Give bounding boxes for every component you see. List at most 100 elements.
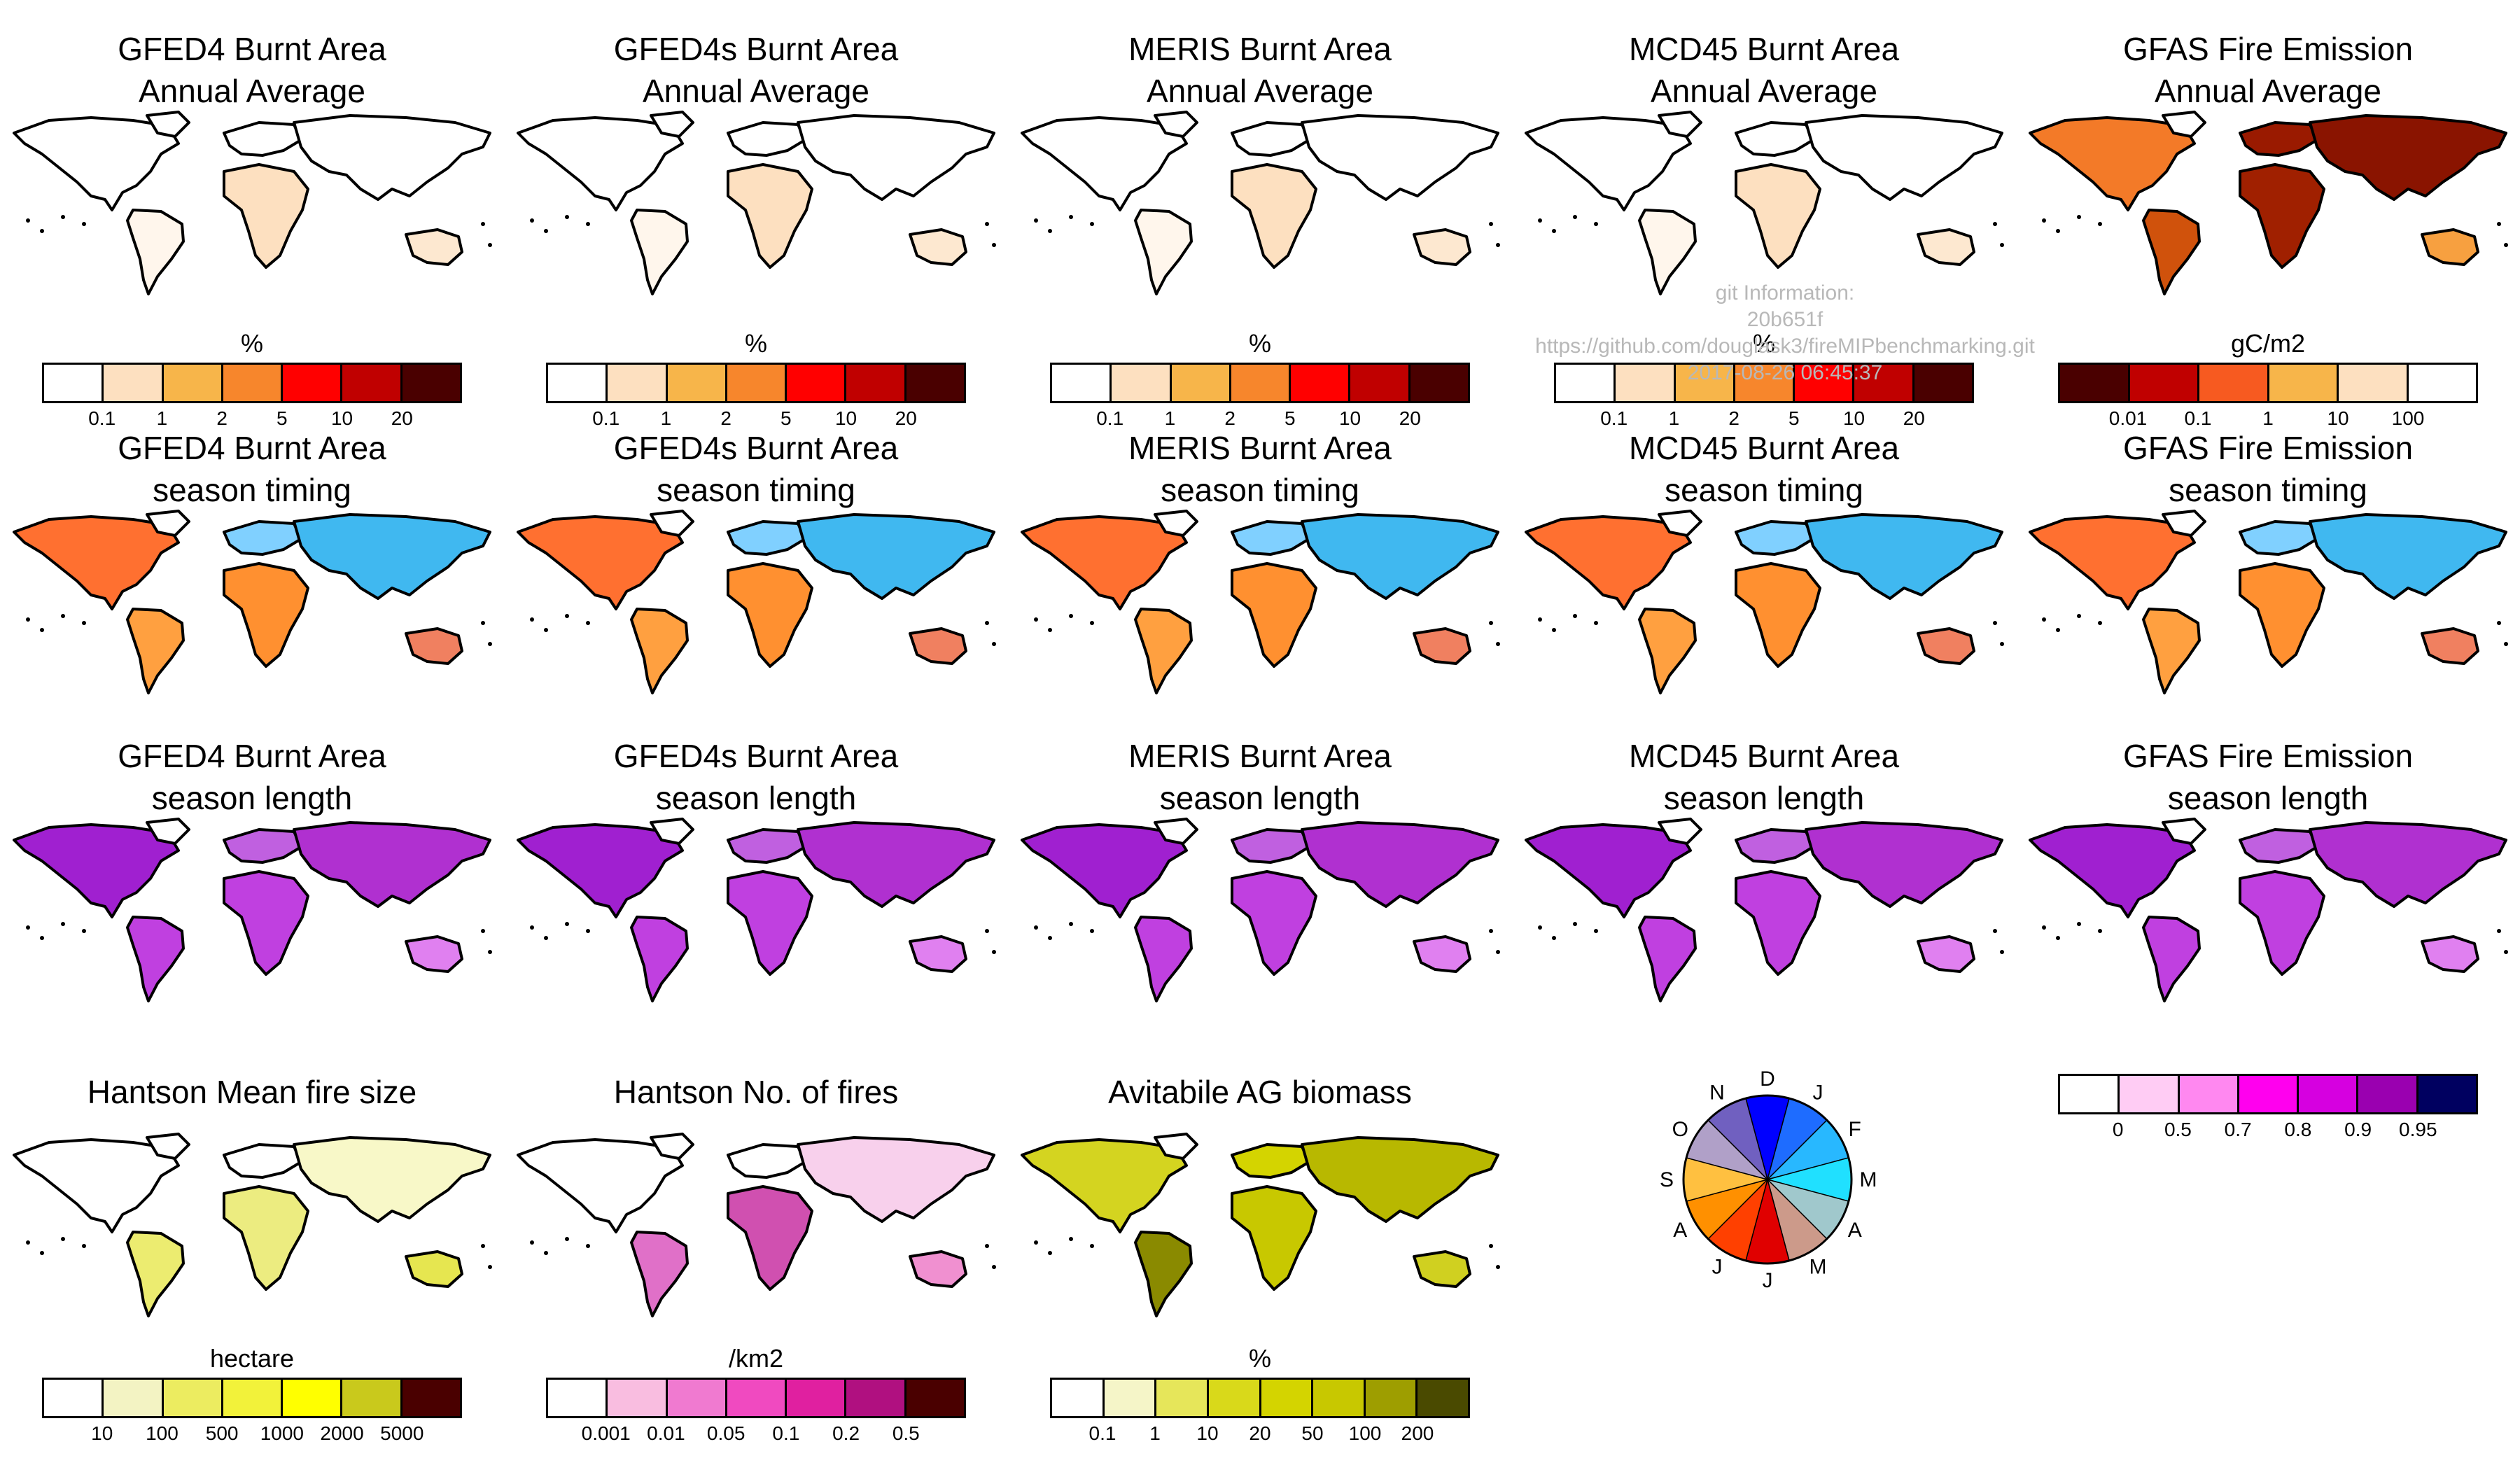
colorbar-ticks: 0.1 1 2 5 10 20	[546, 407, 966, 435]
colorbar-tick-label: 0.1	[592, 407, 620, 429]
island-speck	[544, 229, 548, 233]
colorbar-tick-label: 10	[330, 407, 354, 429]
colorbar-ticks: 0.1 1 2 5 10 20	[1554, 407, 1974, 435]
continent-europe	[1735, 520, 1814, 556]
month-label: M	[1860, 1168, 1877, 1191]
island-speck	[985, 1244, 989, 1248]
island-speck	[1090, 929, 1094, 933]
colorbar-swatch	[846, 1380, 906, 1416]
island-speck	[530, 1240, 534, 1245]
colorbar-swatch	[223, 1380, 284, 1416]
island-speck	[2000, 243, 2004, 247]
island-speck	[565, 922, 569, 926]
continent-asia	[1301, 114, 1499, 201]
continent-asia	[293, 114, 491, 201]
island-speck	[1048, 1251, 1052, 1255]
continent-africa	[727, 562, 813, 668]
colorbar-tick-label: 1	[156, 407, 168, 429]
month-label: F	[1849, 1118, 1861, 1141]
colorbar-swatch	[163, 365, 223, 401]
colorbar-tick-label: 5	[1788, 407, 1800, 429]
colorbar-tick-label: 0.01	[2108, 407, 2148, 429]
continent-south-america	[1638, 608, 1697, 694]
continent-australia	[1413, 1250, 1471, 1288]
island-speck	[2077, 922, 2081, 926]
island-speck	[1538, 617, 1542, 622]
colorbar-season-length: 0 0.5 0.7 0.8 0.9 0.95	[2058, 1040, 2478, 1152]
colorbar-tick-label: 1	[1149, 1422, 1161, 1444]
continent-south-america	[2142, 209, 2201, 295]
world-map	[1021, 1133, 1500, 1317]
colorbar-swatch	[283, 1380, 343, 1416]
colorbar-bar	[42, 363, 462, 403]
colorbar-tick-label: 10	[2327, 407, 2349, 429]
continent-africa	[2239, 562, 2325, 668]
panel-gfed4s-timing: GFED4s Burnt Area season timing	[504, 413, 1008, 714]
continent-africa	[223, 870, 309, 976]
continent-north-america	[2029, 116, 2196, 211]
continent-south-america	[126, 209, 185, 295]
continent-greenland	[650, 510, 694, 537]
panel-title: GFED4 Burnt Area season length	[118, 738, 386, 816]
colorbar-swatch	[402, 365, 460, 401]
continent-north-america	[517, 823, 684, 918]
colorbar-nfires: /km2 0.001 0.01 0.05 0.1 0.2 0.5	[546, 1344, 966, 1456]
colorbar-swatch	[1365, 1380, 1418, 1416]
island-speck	[544, 1251, 548, 1255]
colorbar-swatch	[2199, 365, 2269, 401]
colorbar-tick-label: 0.1	[1600, 407, 1628, 429]
continent-north-america	[1525, 116, 1692, 211]
panel-title: Hantson No. of fires	[613, 1074, 899, 1110]
continent-australia	[1917, 935, 1975, 973]
colorbar-tick-label: 1000	[260, 1422, 304, 1444]
island-speck	[1496, 243, 1500, 247]
continent-south-america	[1134, 608, 1193, 694]
continent-africa	[1231, 163, 1317, 269]
panel-title: GFED4 Burnt Area season timing	[118, 430, 386, 508]
colorbar-tick-label: 1	[2262, 407, 2274, 429]
colorbar-swatch	[906, 1380, 964, 1416]
month-label: A	[1673, 1219, 1687, 1242]
island-speck	[992, 642, 996, 646]
colorbar-tick-label: 0.5	[2164, 1119, 2192, 1140]
island-speck	[2098, 929, 2102, 933]
continent-australia	[909, 935, 967, 973]
colorbar-swatch	[2408, 365, 2476, 401]
colorbar-swatch	[1231, 365, 1292, 401]
island-speck	[1552, 229, 1556, 233]
island-speck	[1496, 1265, 1500, 1269]
island-speck	[1993, 621, 1997, 625]
colorbar-tick-label: 2	[1224, 407, 1236, 429]
month-label: J	[1763, 1269, 1773, 1292]
continent-north-america	[1525, 515, 1692, 610]
island-speck	[544, 936, 548, 940]
island-speck	[2077, 614, 2081, 618]
world-map	[517, 1133, 996, 1317]
continent-europe	[727, 121, 806, 157]
continent-australia	[1917, 627, 1975, 665]
island-speck	[1489, 1244, 1493, 1248]
continent-europe	[223, 520, 302, 556]
colorbar-swatch	[2269, 365, 2339, 401]
island-speck	[1594, 621, 1598, 625]
colorbar-swatch	[1795, 365, 1855, 401]
colorbar-ticks: 0.1 1 2 5 10 20	[1050, 407, 1470, 435]
colorbar-tick-label: 1	[1668, 407, 1680, 429]
island-speck	[2497, 222, 2501, 226]
continent-north-america	[1021, 116, 1188, 211]
island-speck	[2000, 950, 2004, 954]
colorbar-title: %	[1248, 329, 1271, 358]
island-speck	[1573, 614, 1577, 618]
continent-north-america	[517, 116, 684, 211]
colorbar-swatch	[727, 1380, 788, 1416]
island-speck	[2504, 243, 2508, 247]
continent-greenland	[2162, 510, 2206, 537]
continent-australia	[2421, 627, 2479, 665]
island-speck	[1552, 628, 1556, 632]
continent-africa	[2239, 163, 2325, 269]
colorbar-swatch	[342, 365, 402, 401]
colorbar-tick-label: 0.9	[2344, 1119, 2372, 1140]
island-speck	[481, 222, 485, 226]
continent-asia	[1301, 1136, 1499, 1223]
panel-mcd45-annual: MCD45 Burnt Area Annual Average	[1512, 14, 2016, 315]
